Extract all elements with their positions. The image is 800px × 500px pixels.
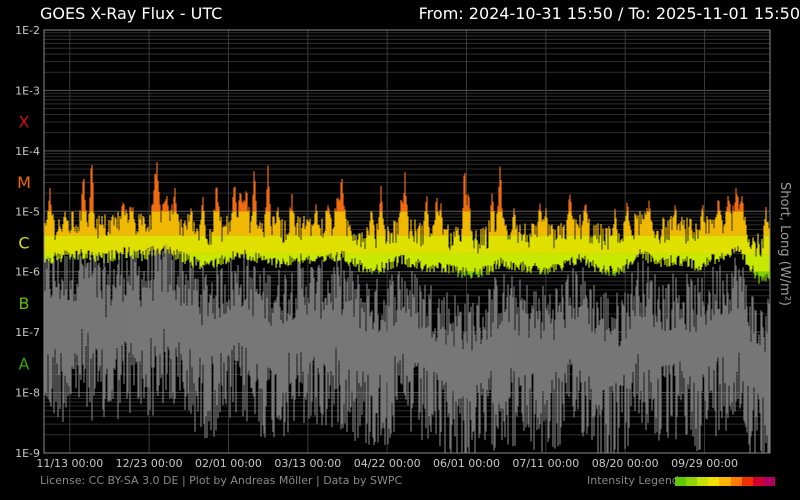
y-tick-label: 1E-8 <box>15 387 40 400</box>
legend-swatch <box>763 477 775 486</box>
x-tick-label: 03/13 00:00 <box>274 457 341 470</box>
long-series <box>44 162 770 284</box>
y-tick-label: 1E-2 <box>15 24 40 37</box>
legend-swatch <box>752 477 764 486</box>
y-tick-label: 1E-3 <box>15 84 40 97</box>
intensity-legend-bar <box>675 477 775 486</box>
y-axis-label: Short, Long (W/m²) <box>777 182 792 306</box>
y-tick-label: 1E-9 <box>15 447 40 460</box>
plot-frame <box>43 29 771 454</box>
x-tick-label: 09/29 00:00 <box>671 457 738 470</box>
y-tick-label: 1E-4 <box>15 145 40 158</box>
flare-class-m: M <box>17 173 31 192</box>
y-tick-labels: 1E-2 1E-3 1E-4 1E-5 1E-6 1E-7 1E-8 1E-9 <box>15 24 40 460</box>
intensity-legend-label: Intensity Legend <box>587 474 679 487</box>
chart-title: GOES X-Ray Flux - UTC <box>40 4 223 23</box>
legend-swatch <box>719 477 731 486</box>
y-tick-label: 1E-5 <box>15 205 40 218</box>
legend-swatch <box>741 477 753 486</box>
y-tick-label: 1E-7 <box>15 326 40 339</box>
legend-swatch <box>675 477 687 486</box>
flare-class-c: C <box>18 234 29 253</box>
x-tick-label: 12/23 00:00 <box>116 457 183 470</box>
x-tick-label: 06/01 00:00 <box>433 457 500 470</box>
x-tick-label: 08/20 00:00 <box>592 457 659 470</box>
x-tick-label: 04/22 00:00 <box>354 457 421 470</box>
legend-swatch <box>697 477 709 486</box>
legend-swatch <box>708 477 720 486</box>
x-tick-label: 11/13 00:00 <box>36 457 103 470</box>
flare-class-a: A <box>19 354 30 373</box>
date-range: From: 2024-10-31 15:50 / To: 2025-11-01 … <box>418 4 800 23</box>
flare-class-b: B <box>19 294 30 313</box>
flare-class-x: X <box>19 113 30 132</box>
short-series <box>44 239 770 453</box>
flare-class-labels: X M C B A <box>17 113 31 374</box>
y-tick-label: 1E-6 <box>15 266 40 279</box>
legend-swatch <box>686 477 698 486</box>
legend-swatch <box>730 477 742 486</box>
x-tick-label: 07/11 00:00 <box>512 457 579 470</box>
x-tick-label: 02/01 00:00 <box>195 457 262 470</box>
x-tick-labels: 11/13 00:00 12/23 00:00 02/01 00:00 03/13 0… <box>36 457 738 470</box>
license-text: License: CC BY-SA 3.0 DE | Plot by Andre… <box>40 474 403 487</box>
